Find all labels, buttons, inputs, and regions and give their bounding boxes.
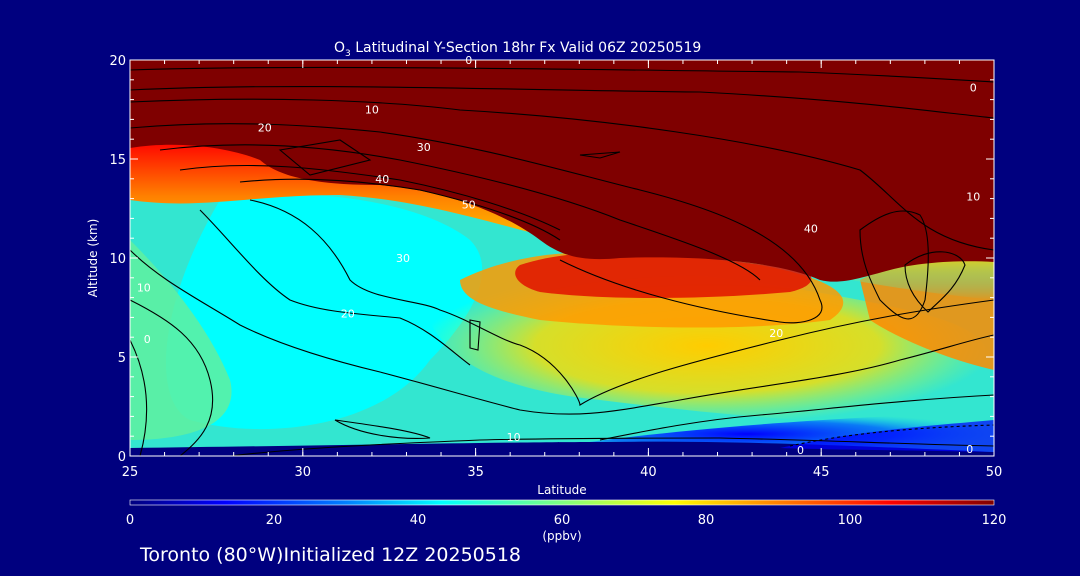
contour-line bbox=[789, 424, 994, 447]
contour-line bbox=[904, 251, 966, 313]
x-tick-label: 45 bbox=[813, 465, 830, 480]
contour-label: 30 bbox=[417, 141, 431, 154]
cyan-core bbox=[166, 194, 483, 430]
colorbar-ticks: 0 20 40 60 80 100 120 bbox=[126, 513, 1007, 528]
contour-line bbox=[130, 123, 823, 324]
colorbar-tick-label: 60 bbox=[554, 513, 571, 528]
contour-label: 20 bbox=[769, 327, 783, 340]
y-tick-label: 5 bbox=[118, 351, 126, 366]
green-left bbox=[130, 240, 232, 440]
ground-blue bbox=[780, 420, 994, 452]
y-axis-title: Altitude (km) bbox=[86, 219, 100, 298]
y-tick-label: 10 bbox=[109, 252, 126, 267]
contour-label: 10 bbox=[507, 431, 521, 444]
x-tick-label: 35 bbox=[467, 465, 484, 480]
contour-label: 10 bbox=[966, 191, 980, 204]
contour-line bbox=[130, 249, 994, 415]
y-axis: 0 5 10 15 20 bbox=[109, 54, 994, 465]
contour-line bbox=[130, 85, 994, 119]
contour-label: 30 bbox=[396, 252, 410, 265]
x-tick-label: 30 bbox=[295, 465, 312, 480]
contour-label: 20 bbox=[341, 307, 355, 320]
x-axis-title: Latitude bbox=[537, 483, 586, 497]
chart-title: O3 Latitudinal Y-Section 18hr Fx Valid 0… bbox=[334, 40, 701, 59]
contour-label: 0 bbox=[797, 444, 804, 457]
contour-label: 20 bbox=[258, 121, 272, 134]
contour-label: 0 bbox=[144, 333, 151, 346]
footer-text: Toronto (80°W)Initialized 12Z 20250518 bbox=[139, 544, 521, 566]
contour-line bbox=[130, 299, 214, 456]
colorbar-tick-label: 80 bbox=[698, 513, 715, 528]
heatmap-field bbox=[130, 60, 994, 456]
contour-label: 0 bbox=[970, 82, 977, 95]
ground-band bbox=[130, 441, 994, 456]
contour-line bbox=[239, 178, 561, 241]
contour-lines bbox=[130, 66, 994, 456]
x-tick-label: 40 bbox=[640, 465, 657, 480]
contour-line bbox=[130, 66, 994, 83]
colorbar-unit: (ppbv) bbox=[542, 529, 581, 543]
contour-line bbox=[130, 339, 148, 456]
colorbar-tick-label: 20 bbox=[266, 513, 283, 528]
contour-label: 50 bbox=[462, 199, 476, 212]
contour-line bbox=[334, 419, 431, 439]
contour-line bbox=[859, 210, 929, 320]
contour-label: 40 bbox=[375, 173, 389, 186]
contour-line bbox=[199, 209, 471, 366]
colorbar bbox=[129, 499, 995, 506]
contour-line bbox=[579, 151, 621, 159]
stratosphere bbox=[130, 60, 994, 282]
contour-label: 10 bbox=[137, 282, 151, 295]
y-tick-label: 15 bbox=[109, 153, 126, 168]
y-tick-label: 20 bbox=[109, 54, 126, 69]
contour-label: 40 bbox=[804, 222, 818, 235]
contour-line bbox=[249, 199, 994, 406]
y-tick-label: 0 bbox=[118, 450, 126, 465]
colorbar-tick-label: 0 bbox=[126, 513, 134, 528]
contour-line bbox=[159, 144, 761, 281]
colorbar-tick-label: 40 bbox=[410, 513, 427, 528]
contour-label: 10 bbox=[365, 104, 379, 117]
contour-line bbox=[469, 319, 481, 351]
contour-line bbox=[179, 164, 561, 231]
contour-line bbox=[599, 394, 994, 441]
contour-label: 0 bbox=[966, 443, 973, 456]
contour-line bbox=[278, 139, 372, 176]
x-tick-label: 50 bbox=[986, 465, 1003, 480]
colorbar-tick-label: 120 bbox=[982, 513, 1007, 528]
colorbar-tick-label: 100 bbox=[838, 513, 863, 528]
x-axis: 25 30 35 40 45 50 bbox=[122, 60, 1003, 480]
red-plume bbox=[515, 251, 812, 298]
contour-line bbox=[130, 98, 994, 251]
x-tick-label: 25 bbox=[122, 465, 139, 480]
